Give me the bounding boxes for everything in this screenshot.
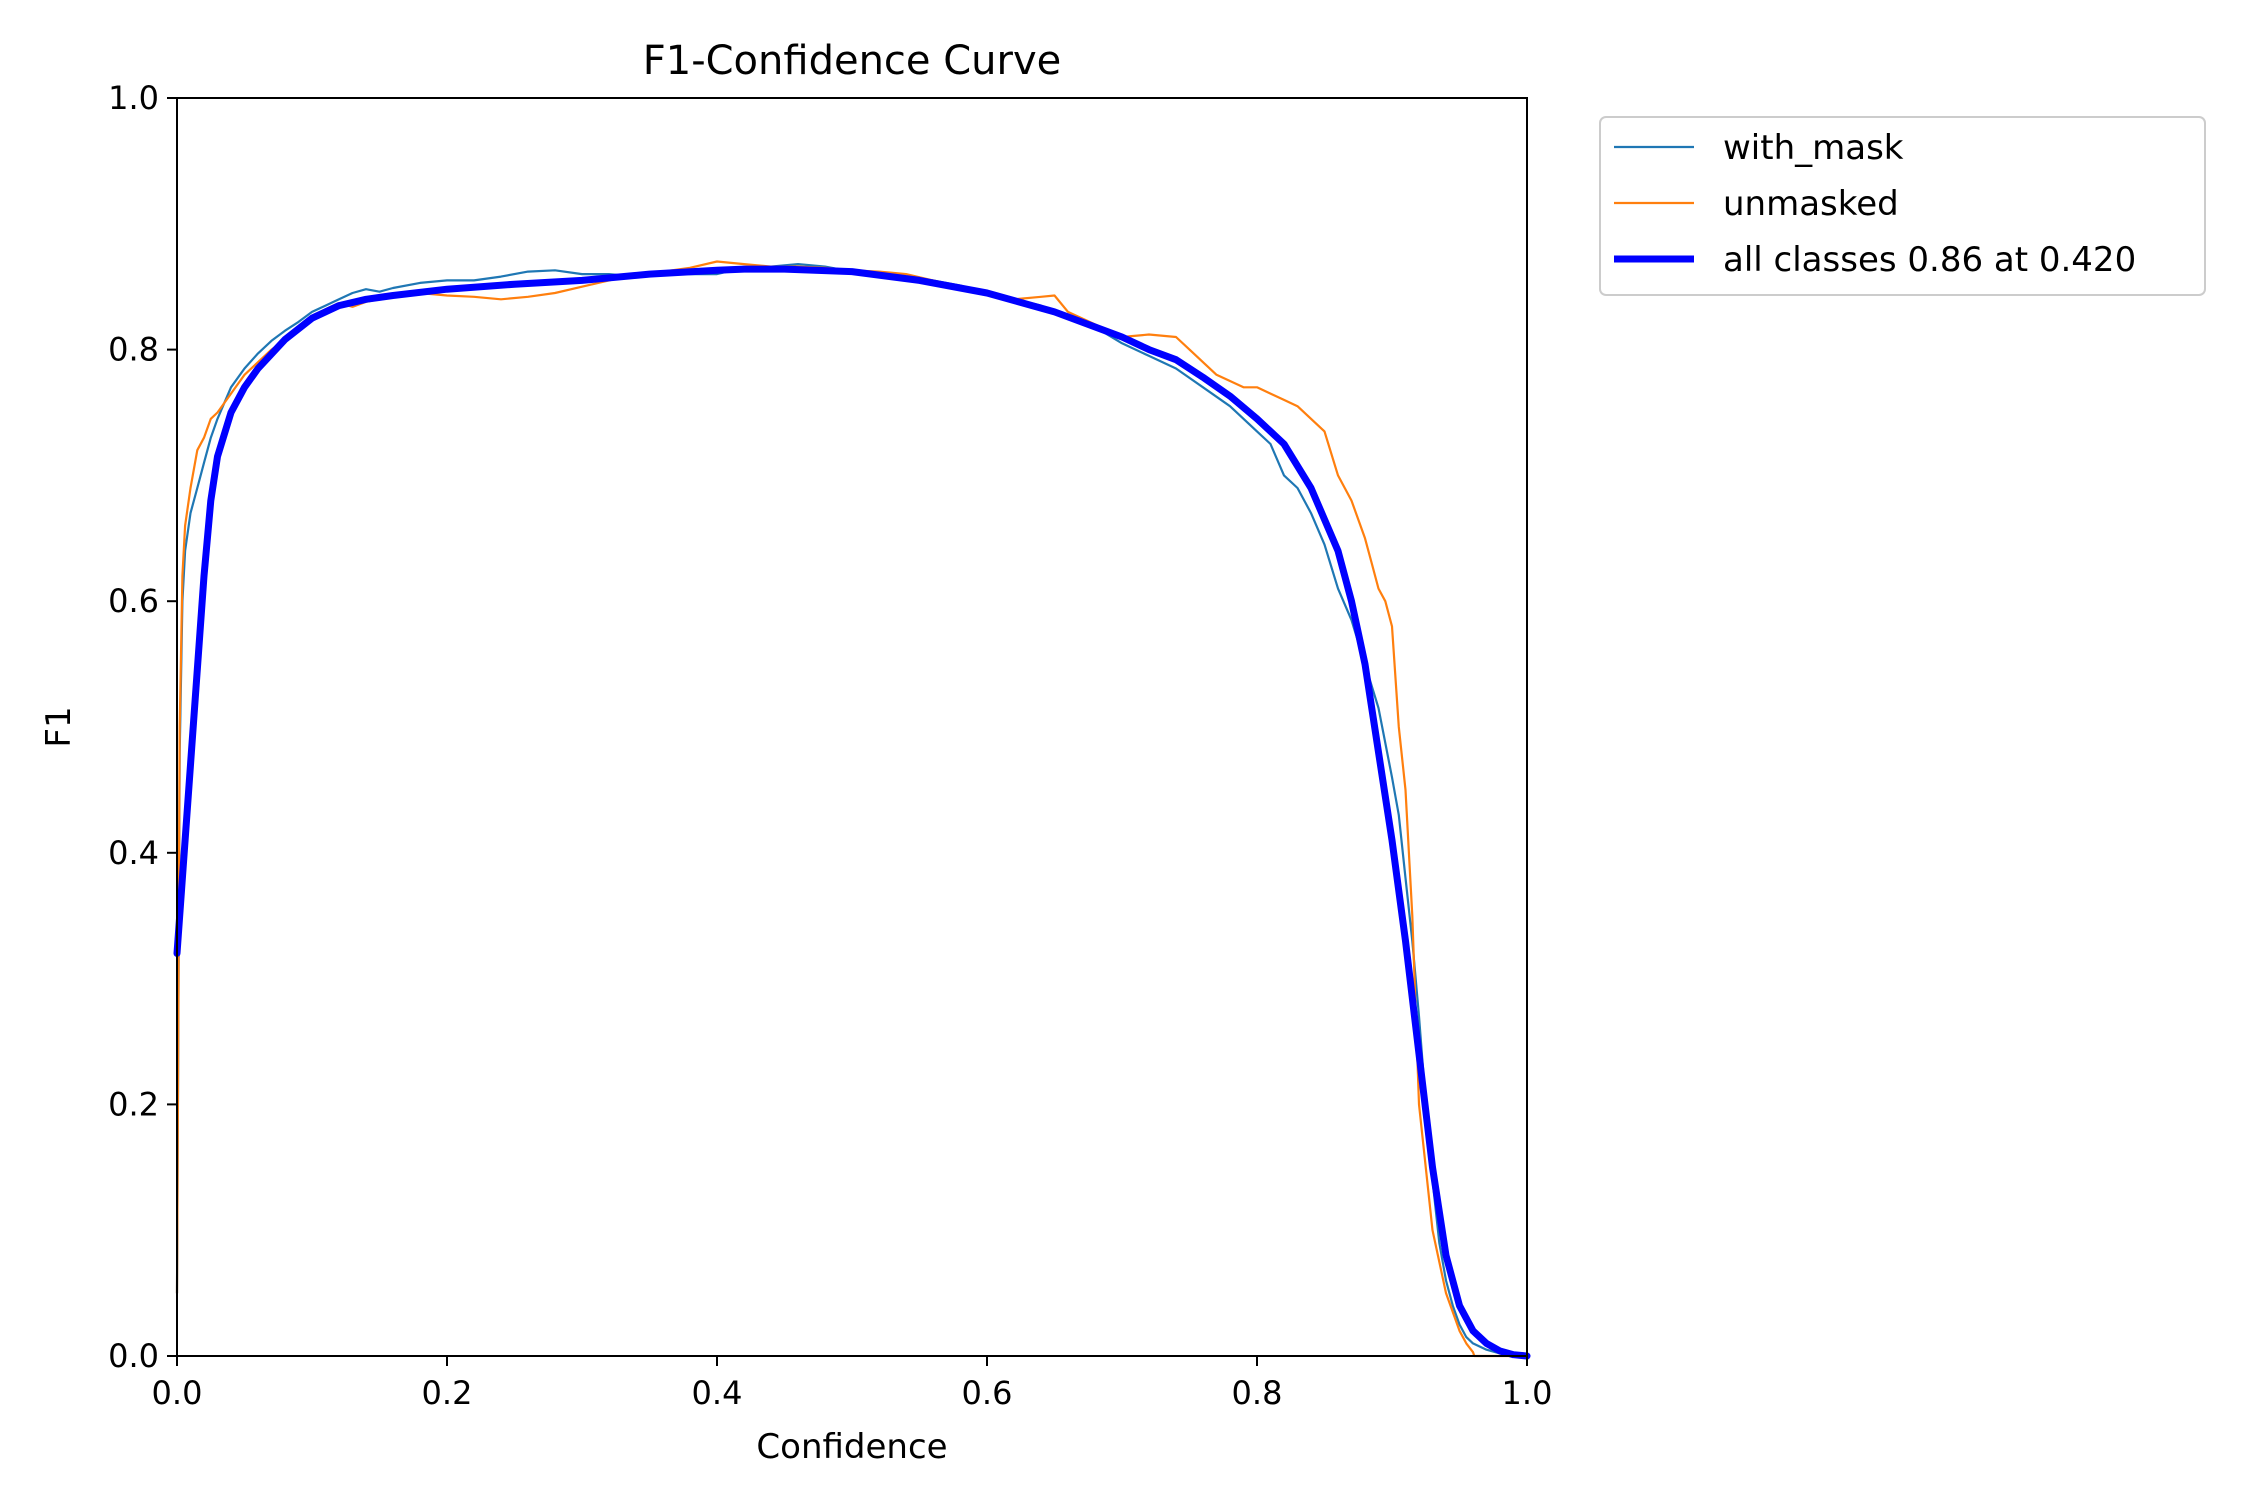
y-tick-label: 1.0	[108, 79, 159, 117]
x-axis-label: Confidence	[756, 1427, 947, 1467]
x-tick-label: 0.4	[692, 1374, 743, 1412]
y-axis: 0.0 0.2 0.4 0.6 0.8 1.0	[108, 79, 177, 1375]
legend-label-0: with_mask	[1723, 128, 1904, 168]
y-tick-label: 0.2	[108, 1085, 159, 1123]
y-tick-label: 0.4	[108, 834, 159, 872]
y-axis-label: F1	[39, 706, 79, 747]
x-tick-label: 1.0	[1502, 1374, 1553, 1412]
legend-label-2: all classes 0.86 at 0.420	[1723, 240, 2136, 280]
x-tick-label: 0.8	[1232, 1374, 1283, 1412]
series-line-2	[173, 265, 1531, 1360]
x-tick-label: 0.6	[962, 1374, 1013, 1412]
plot-frame	[176, 97, 1528, 1357]
legend-label-1: unmasked	[1723, 184, 1899, 224]
y-tick-label: 0.8	[108, 331, 159, 369]
y-tick-label: 0.0	[108, 1337, 159, 1375]
y-tick-label: 0.6	[108, 582, 159, 620]
x-axis: 0.0 0.2 0.4 0.6 0.8 1.0	[152, 1356, 1553, 1412]
x-tick-label: 0.2	[422, 1374, 473, 1412]
series-layer	[173, 260, 1531, 1360]
chart-title: F1-Confidence Curve	[643, 38, 1062, 84]
x-tick-label: 0.0	[152, 1374, 203, 1412]
legend-box	[1599, 116, 2206, 296]
legend: with_mask unmasked all classes 0.86 at 0.4…	[1599, 116, 2206, 296]
